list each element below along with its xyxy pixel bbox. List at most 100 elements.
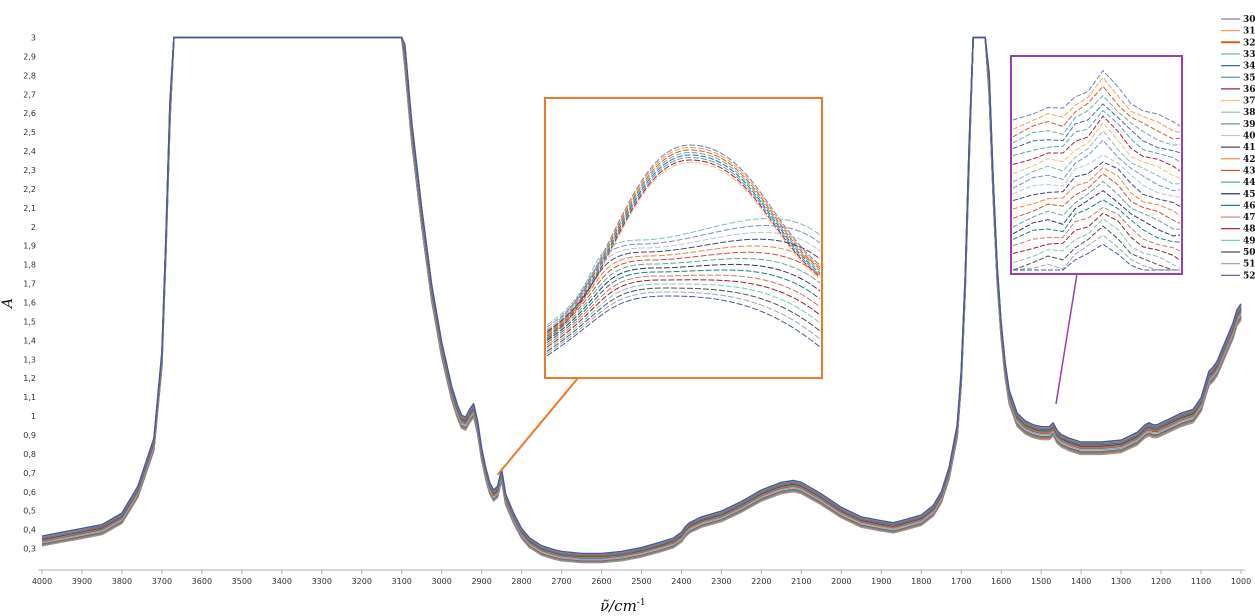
inset-orange-curve (546, 279, 821, 348)
legend-label: 50 (1243, 248, 1255, 258)
legend-label: 45 (1243, 190, 1255, 200)
inset-purple-curve (1012, 212, 1181, 261)
x-tick-label: 1100 (1191, 577, 1211, 586)
x-tick-label: 1000 (1231, 577, 1251, 586)
x-tick-label: 1700 (951, 577, 971, 586)
x-axis-ticks: 4000 3900 3800 3700 3600 3500 3400 3300 3200 3100… (32, 570, 1251, 586)
y-tick-label: 0,5 (23, 507, 36, 516)
inset-orange-curve (546, 274, 821, 346)
legend-label: 39 (1243, 120, 1255, 130)
inset-orange-curve (546, 238, 821, 333)
y-tick-label: 0,9 (23, 431, 36, 440)
legend-label: 40 (1243, 132, 1255, 142)
inset-orange-curve (546, 291, 821, 355)
inset-orange-curve (546, 283, 821, 350)
x-tick-label: 2700 (551, 577, 571, 586)
x-tick-label: 3300 (312, 577, 332, 586)
legend-label: 42 (1243, 155, 1255, 165)
legend-label: 41 (1243, 143, 1255, 153)
inset-purple-curve (1012, 76, 1181, 134)
y-tick-label: 0,6 (23, 488, 36, 497)
inset-purple-curve (1012, 130, 1181, 185)
inset-orange-curve (546, 224, 821, 328)
y-axis-title: A (0, 298, 16, 310)
legend-label: 36 (1243, 85, 1255, 95)
y-tick-label: 2,1 (23, 204, 36, 213)
y-tick-label: 0,8 (23, 450, 36, 459)
y-tick-label: 1,4 (23, 336, 36, 345)
y-tick-label: 1,1 (23, 393, 36, 402)
legend-label: 35 (1243, 73, 1255, 83)
y-tick-label: 1,9 (23, 242, 36, 251)
inset-orange-frame (544, 97, 823, 379)
series-line-52 (41, 36, 1242, 555)
y-tick-label: 2 (31, 223, 36, 232)
inset-orange-curve (546, 295, 821, 357)
inset-orange-curve (546, 159, 821, 340)
x-axis-title: ν̃/cm-1 (600, 597, 646, 615)
legend-label: 31 (1243, 27, 1255, 37)
x-axis-title-sup: -1 (637, 598, 646, 608)
inset-orange-curve (546, 161, 821, 341)
x-tick-label: 2300 (711, 577, 731, 586)
inset-purple-curve (1012, 94, 1181, 146)
inset-purple-curve (1012, 172, 1181, 224)
y-tick-label: 1,6 (23, 298, 36, 307)
x-tick-label: 3500 (232, 577, 252, 586)
inset-purple-curve (1013, 243, 1180, 271)
y-tick-label: 1,3 (23, 355, 36, 364)
x-tick-label: 1800 (911, 577, 931, 586)
x-tick-label: 3800 (112, 577, 132, 586)
inset-orange-curve (546, 258, 821, 339)
x-tick-label: 3100 (392, 577, 412, 586)
y-tick-label: 1,7 (23, 280, 36, 289)
inset-purple-curve (1012, 121, 1181, 179)
y-tick-label: 2,4 (23, 147, 36, 156)
x-tick-label: 3000 (431, 577, 451, 586)
y-tick-label: 1,5 (23, 317, 36, 326)
x-tick-label: 2000 (831, 577, 851, 586)
y-tick-label: 2,7 (23, 90, 36, 99)
x-tick-label: 1900 (871, 577, 891, 586)
y-tick-label: 2,9 (23, 52, 36, 61)
y-tick-label: 0,3 (23, 545, 36, 554)
inset-orange-curve (546, 263, 821, 341)
legend-label: 51 (1243, 260, 1255, 270)
x-tick-label: 4000 (32, 577, 52, 586)
inset-purple-connector (1055, 273, 1078, 405)
inset-orange-curve (546, 156, 821, 338)
legend-label: 46 (1243, 201, 1255, 211)
inset-purple-curve (1012, 115, 1181, 172)
x-tick-label: 2800 (511, 577, 531, 586)
y-tick-label: 0,7 (23, 469, 36, 478)
inset-orange (496, 97, 823, 476)
y-tick-label: 2,5 (23, 128, 36, 137)
inset-purple-curve (1012, 225, 1180, 271)
x-tick-label: 3200 (352, 577, 372, 586)
inset-purple-curve (1012, 206, 1181, 252)
legend-label: 48 (1243, 225, 1255, 235)
y-tick-label: 1,8 (23, 261, 36, 270)
inset-orange-connector (496, 377, 579, 476)
y-axis-ticks: 0,3 0,4 0,5 0,6 0,7 0,8 0,9 1 1,1 1,2 1,3 1,4 1,5 1,6… (23, 33, 36, 553)
x-tick-label: 1300 (1111, 577, 1131, 586)
x-tick-label: 1500 (1031, 577, 1051, 586)
inset-purple-curve (1012, 103, 1181, 154)
x-axis-title-main: ν̃/cm (600, 597, 637, 615)
inset-purple-curve (1012, 234, 1180, 271)
inset-orange-lines (546, 144, 821, 357)
inset-orange-curve (546, 144, 821, 331)
series-group (41, 36, 1242, 564)
x-tick-label: 3400 (272, 577, 292, 586)
legend-label: 44 (1243, 178, 1255, 188)
x-tick-label: 1200 (1151, 577, 1171, 586)
y-tick-label: 3 (31, 33, 36, 42)
inset-purple-curve (1012, 166, 1181, 217)
inset-purple-curve (1012, 139, 1181, 192)
inset-purple-curve (1012, 154, 1181, 198)
legend-label: 33 (1243, 50, 1255, 60)
x-tick-label: 1400 (1071, 577, 1091, 586)
x-tick-label: 2100 (791, 577, 811, 586)
inset-purple-curve (1012, 189, 1181, 237)
